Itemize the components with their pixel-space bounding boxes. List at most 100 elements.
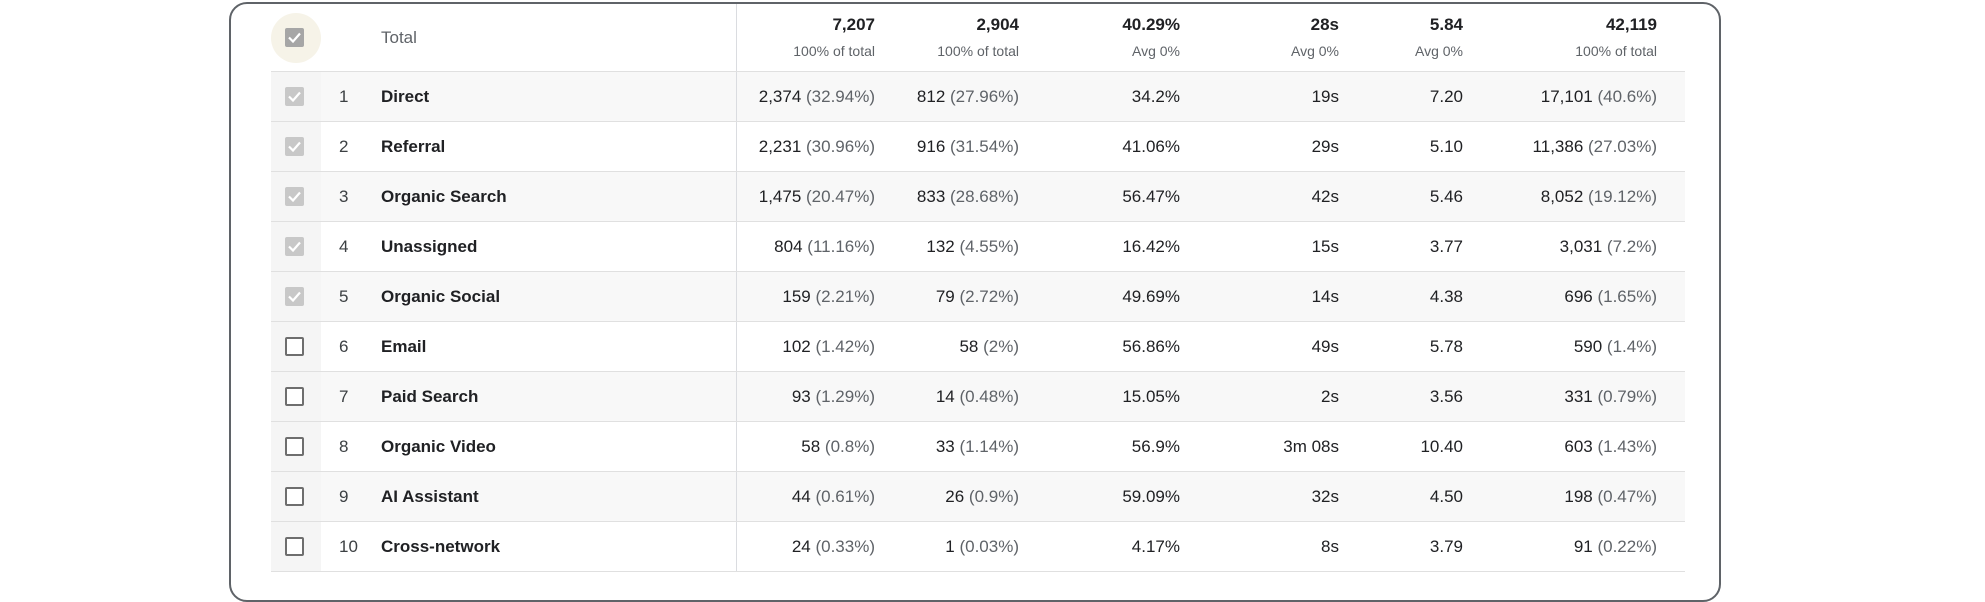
select-all-checkbox[interactable]: [285, 28, 304, 47]
table-row[interactable]: 4 Unassigned 804 (11.16%) 132 (4.55%) 16…: [271, 222, 1685, 272]
row-index: 4: [339, 237, 349, 256]
cell-col-3: 59.09%: [1122, 487, 1180, 506]
channel-name: Organic Video: [381, 437, 496, 456]
header-col-6[interactable]: 42,119 100% of total: [1575, 4, 1657, 60]
table-body: 1 Direct 2,374 (32.94%) 812 (27.96%) 34.…: [271, 72, 1685, 572]
row-index: 3: [339, 187, 349, 206]
cell-col-1: 93 (1.29%): [791, 387, 875, 406]
header-col-4-sub: Avg 0%: [1291, 43, 1339, 59]
cell-col-1: 2,374 (32.94%): [758, 87, 875, 106]
row-checkbox[interactable]: [285, 137, 304, 156]
row-checkbox-cell: [271, 272, 321, 321]
cell-col-2: 833 (28.68%): [916, 187, 1019, 206]
checkmark-icon: [288, 91, 301, 103]
row-index: 1: [339, 87, 349, 106]
row-checkbox[interactable]: [285, 487, 304, 506]
cell-col-4: 2s: [1321, 387, 1339, 406]
cell-col-4: 19s: [1311, 87, 1339, 106]
total-label: Total: [381, 28, 417, 47]
header-col-5-sub: Avg 0%: [1415, 43, 1463, 59]
row-checkbox-cell: [271, 72, 321, 121]
cell-col-4: 14s: [1311, 287, 1339, 306]
column-divider: [736, 222, 737, 271]
cell-col-6: 198 (0.47%): [1564, 487, 1657, 506]
column-divider: [736, 322, 737, 371]
row-checkbox-cell: [271, 322, 321, 371]
row-checkbox[interactable]: [285, 437, 304, 456]
cell-col-5: 3.79: [1429, 537, 1463, 556]
cell-col-3: 4.17%: [1131, 537, 1180, 556]
cell-col-5: 10.40: [1420, 437, 1463, 456]
row-checkbox[interactable]: [285, 87, 304, 106]
cell-col-3: 56.86%: [1122, 337, 1180, 356]
channel-name: Unassigned: [381, 237, 478, 256]
cell-col-2: 33 (1.14%): [935, 437, 1019, 456]
cell-col-6: 11,386 (27.03%): [1532, 137, 1657, 156]
header-col-2-sub: 100% of total: [937, 43, 1019, 59]
cell-col-5: 3.77: [1429, 237, 1463, 256]
cell-col-1: 44 (0.61%): [791, 487, 875, 506]
cell-col-3: 41.06%: [1122, 137, 1180, 156]
cell-col-5: 5.46: [1429, 187, 1463, 206]
row-checkbox[interactable]: [285, 387, 304, 406]
checkmark-icon: [288, 191, 301, 203]
row-checkbox[interactable]: [285, 237, 304, 256]
table-row[interactable]: 8 Organic Video 58 (0.8%) 33 (1.14%) 56.…: [271, 422, 1685, 472]
cell-col-2: 26 (0.9%): [945, 487, 1019, 506]
header-col-6-value: 42,119: [1605, 15, 1657, 34]
column-divider: [736, 272, 737, 321]
row-checkbox-cell: [271, 522, 321, 571]
table-row[interactable]: 9 AI Assistant 44 (0.61%) 26 (0.9%) 59.0…: [271, 472, 1685, 522]
column-divider: [736, 172, 737, 221]
table-row[interactable]: 3 Organic Search 1,475 (20.47%) 833 (28.…: [271, 172, 1685, 222]
column-divider: [736, 4, 737, 71]
row-index: 7: [339, 387, 349, 406]
cell-col-1: 2,231 (30.96%): [758, 137, 875, 156]
table-header-row: Total 7,207 100% of total 2,904 100% of …: [271, 4, 1685, 72]
cell-col-2: 812 (27.96%): [916, 87, 1019, 106]
header-col-1[interactable]: 7,207 100% of total: [793, 4, 875, 60]
header-col-5-value: 5.84: [1429, 15, 1463, 34]
row-checkbox-cell: [271, 222, 321, 271]
row-checkbox[interactable]: [285, 287, 304, 306]
header-col-5[interactable]: 5.84 Avg 0%: [1415, 4, 1463, 60]
header-col-2[interactable]: 2,904 100% of total: [937, 4, 1019, 60]
header-col-4[interactable]: 28s Avg 0%: [1291, 4, 1339, 60]
row-index: 2: [339, 137, 349, 156]
cell-col-2: 14 (0.48%): [935, 387, 1019, 406]
table-row[interactable]: 2 Referral 2,231 (30.96%) 916 (31.54%) 4…: [271, 122, 1685, 172]
column-divider: [736, 122, 737, 171]
checkmark-icon: [288, 241, 301, 253]
cell-col-2: 79 (2.72%): [935, 287, 1019, 306]
table-row[interactable]: 10 Cross-network 24 (0.33%) 1 (0.03%) 4.…: [271, 522, 1685, 572]
table-row[interactable]: 6 Email 102 (1.42%) 58 (2%) 56.86% 49s 5…: [271, 322, 1685, 372]
cell-col-6: 603 (1.43%): [1564, 437, 1657, 456]
cell-col-1: 159 (2.21%): [782, 287, 875, 306]
header-col-3-sub: Avg 0%: [1132, 43, 1180, 59]
cell-col-4: 42s: [1311, 187, 1339, 206]
row-checkbox[interactable]: [285, 337, 304, 356]
cell-col-4: 32s: [1311, 487, 1339, 506]
cell-col-5: 7.20: [1429, 87, 1463, 106]
cell-col-2: 916 (31.54%): [916, 137, 1019, 156]
cell-col-1: 24 (0.33%): [791, 537, 875, 556]
channel-name: AI Assistant: [381, 487, 479, 506]
table-row[interactable]: 1 Direct 2,374 (32.94%) 812 (27.96%) 34.…: [271, 72, 1685, 122]
cell-col-6: 17,101 (40.6%): [1540, 87, 1657, 106]
table-row[interactable]: 5 Organic Social 159 (2.21%) 79 (2.72%) …: [271, 272, 1685, 322]
cell-col-5: 4.50: [1429, 487, 1463, 506]
cell-col-4: 49s: [1311, 337, 1339, 356]
cell-col-2: 132 (4.55%): [926, 237, 1019, 256]
header-col-3[interactable]: 40.29% Avg 0%: [1122, 4, 1180, 60]
header-checkbox-cell: [271, 4, 321, 71]
channel-table: Total 7,207 100% of total 2,904 100% of …: [271, 4, 1685, 572]
cell-col-3: 16.42%: [1122, 237, 1180, 256]
checkmark-icon: [288, 32, 301, 44]
row-checkbox[interactable]: [285, 537, 304, 556]
row-index: 6: [339, 337, 349, 356]
table-row[interactable]: 7 Paid Search 93 (1.29%) 14 (0.48%) 15.0…: [271, 372, 1685, 422]
row-checkbox[interactable]: [285, 187, 304, 206]
channel-name: Cross-network: [381, 537, 501, 556]
cell-col-1: 1,475 (20.47%): [758, 187, 875, 206]
row-index: 8: [339, 437, 349, 456]
